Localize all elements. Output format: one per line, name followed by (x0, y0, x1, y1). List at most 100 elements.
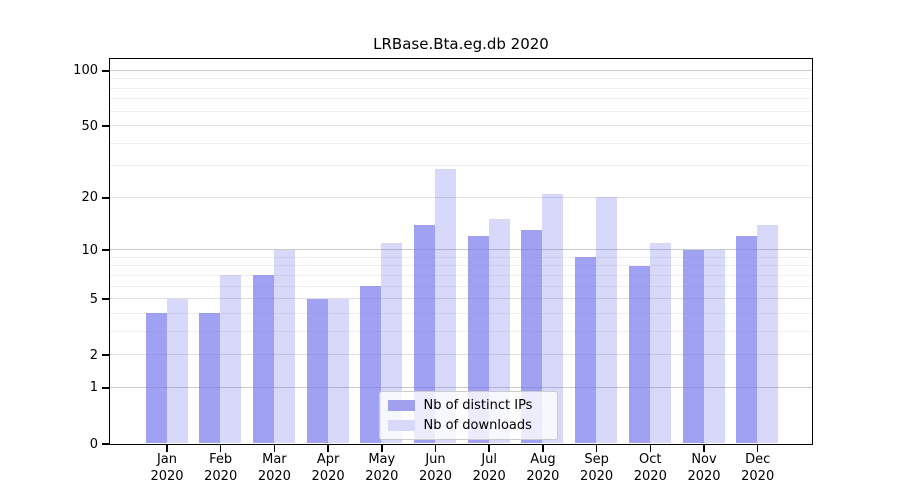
bar-downloads-jul (488, 219, 510, 444)
y-tick-mark-50 (102, 125, 109, 127)
x-tick-label-nov: Nov 2020 (674, 452, 734, 485)
bar-ips-feb (199, 313, 221, 444)
x-tick-year: 2020 (526, 468, 560, 484)
x-tick-label-jul: Jul 2020 (459, 452, 519, 485)
x-tick-label-jan: Jan 2020 (137, 452, 197, 485)
x-tick-mark-mar (273, 445, 276, 452)
x-tick-month: Aug (530, 452, 556, 467)
gridline-y-2 (109, 354, 812, 356)
bar-downloads-mar (273, 249, 295, 444)
bar-ips-jun (414, 224, 435, 444)
y-tick-label-20: 20 (81, 190, 98, 206)
bar-downloads-sep (596, 197, 618, 444)
bar-downloads-apr (327, 298, 349, 444)
x-tick-label-oct: Oct 2020 (620, 452, 680, 485)
y-tick-label-1: 1 (89, 380, 98, 396)
y-tick-mark-10 (102, 249, 109, 251)
x-tick-month: Jun (425, 452, 446, 467)
legend-label-distinct-ips: Nb of distinct IPs (423, 397, 533, 413)
y-tick-label-100: 100 (73, 63, 98, 79)
gridline-y-80 (109, 87, 812, 89)
x-tick-year: 2020 (633, 468, 667, 484)
gridline-y-40 (109, 142, 812, 144)
x-tick-month: Sep (584, 452, 609, 467)
x-tick-month: May (368, 452, 396, 467)
x-tick-mark-sep (595, 445, 598, 452)
x-tick-mark-jun (434, 445, 437, 452)
x-tick-month: Feb (209, 452, 233, 467)
x-tick-label-aug: Aug 2020 (513, 452, 573, 485)
x-tick-month: Oct (639, 452, 662, 467)
bar-ips-apr (306, 298, 328, 444)
bar-downloads-nov (703, 249, 725, 444)
x-tick-label-may: May 2020 (352, 452, 412, 485)
legend-swatch-downloads-icon (387, 419, 415, 431)
x-tick-mark-jan (166, 445, 168, 452)
x-tick-year: 2020 (150, 468, 184, 484)
gridline-y-7 (109, 274, 812, 276)
legend: Nb of distinct IPs Nb of downloads (378, 390, 558, 440)
y-tick-mark-2 (102, 354, 109, 356)
gridline-y-10 (109, 249, 812, 251)
x-tick-month: Jan (156, 452, 178, 467)
bar-ips-oct (628, 265, 650, 444)
x-tick-label-apr: Apr 2020 (298, 452, 358, 485)
gridline-y-100 (109, 69, 812, 71)
legend-label-downloads: Nb of downloads (423, 417, 532, 433)
bar-downloads-jan (166, 298, 188, 444)
gridline-y-3 (109, 330, 812, 332)
chart-title: LRBase.Bta.eg.db 2020 (373, 35, 549, 53)
x-tick-label-sep: Sep 2020 (567, 452, 627, 485)
bar-ips-nov (682, 249, 704, 444)
gridline-y-9 (109, 256, 812, 258)
bar-ips-dec (736, 236, 758, 444)
gridline-y-90 (109, 78, 812, 80)
x-tick-mark-oct (649, 445, 652, 452)
x-tick-year: 2020 (580, 468, 614, 484)
gridline-y-30 (109, 165, 812, 167)
legend-item-distinct-ips: Nb of distinct IPs (387, 397, 548, 413)
x-tick-month: Jul (481, 452, 498, 467)
bar-ips-sep (575, 257, 597, 444)
gridline-y-20 (109, 196, 812, 198)
x-tick-label-mar: Mar 2020 (244, 452, 304, 485)
x-tick-year: 2020 (257, 468, 291, 484)
bar-downloads-jun (435, 168, 456, 444)
x-tick-month: Nov (691, 452, 717, 467)
x-tick-year: 2020 (365, 468, 399, 484)
y-tick-mark-20 (102, 197, 109, 199)
x-tick-mark-jul (488, 445, 490, 452)
x-tick-year: 2020 (418, 468, 453, 484)
x-tick-month: Apr (316, 452, 340, 467)
y-tick-label-50: 50 (81, 118, 98, 134)
y-tick-mark-1 (102, 387, 109, 389)
bar-ips-jan (145, 313, 167, 444)
y-tick-mark-5 (102, 298, 109, 300)
bar-ips-mar (252, 275, 274, 444)
y-tick-label-0: 0 (89, 436, 98, 452)
x-tick-mark-dec (756, 445, 759, 452)
x-tick-year: 2020 (311, 468, 345, 484)
bar-downloads-feb (220, 275, 242, 444)
x-tick-mark-feb (219, 445, 222, 452)
gridline-y-8 (109, 265, 812, 267)
y-tick-label-10: 10 (81, 242, 98, 258)
bar-downloads-oct (649, 242, 671, 444)
x-tick-label-jun: Jun 2020 (406, 452, 466, 485)
x-tick-year: 2020 (472, 468, 506, 484)
y-tick-mark-100 (102, 70, 109, 72)
gridline-y-4 (109, 312, 812, 314)
x-tick-label-feb: Feb 2020 (191, 452, 251, 485)
bar-ips-aug (521, 230, 543, 444)
x-tick-mark-apr (327, 445, 329, 452)
y-tick-label-5: 5 (89, 291, 98, 307)
y-tick-label-2: 2 (89, 347, 98, 363)
x-tick-mark-may (381, 445, 383, 452)
x-tick-label-dec: Dec 2020 (728, 452, 788, 485)
bar-downloads-dec (757, 224, 779, 444)
gridline-y-1 (109, 386, 812, 388)
legend-item-downloads: Nb of downloads (387, 417, 548, 433)
x-tick-year: 2020 (687, 468, 721, 484)
plot-area: Nb of distinct IPs Nb of downloads (108, 57, 813, 445)
